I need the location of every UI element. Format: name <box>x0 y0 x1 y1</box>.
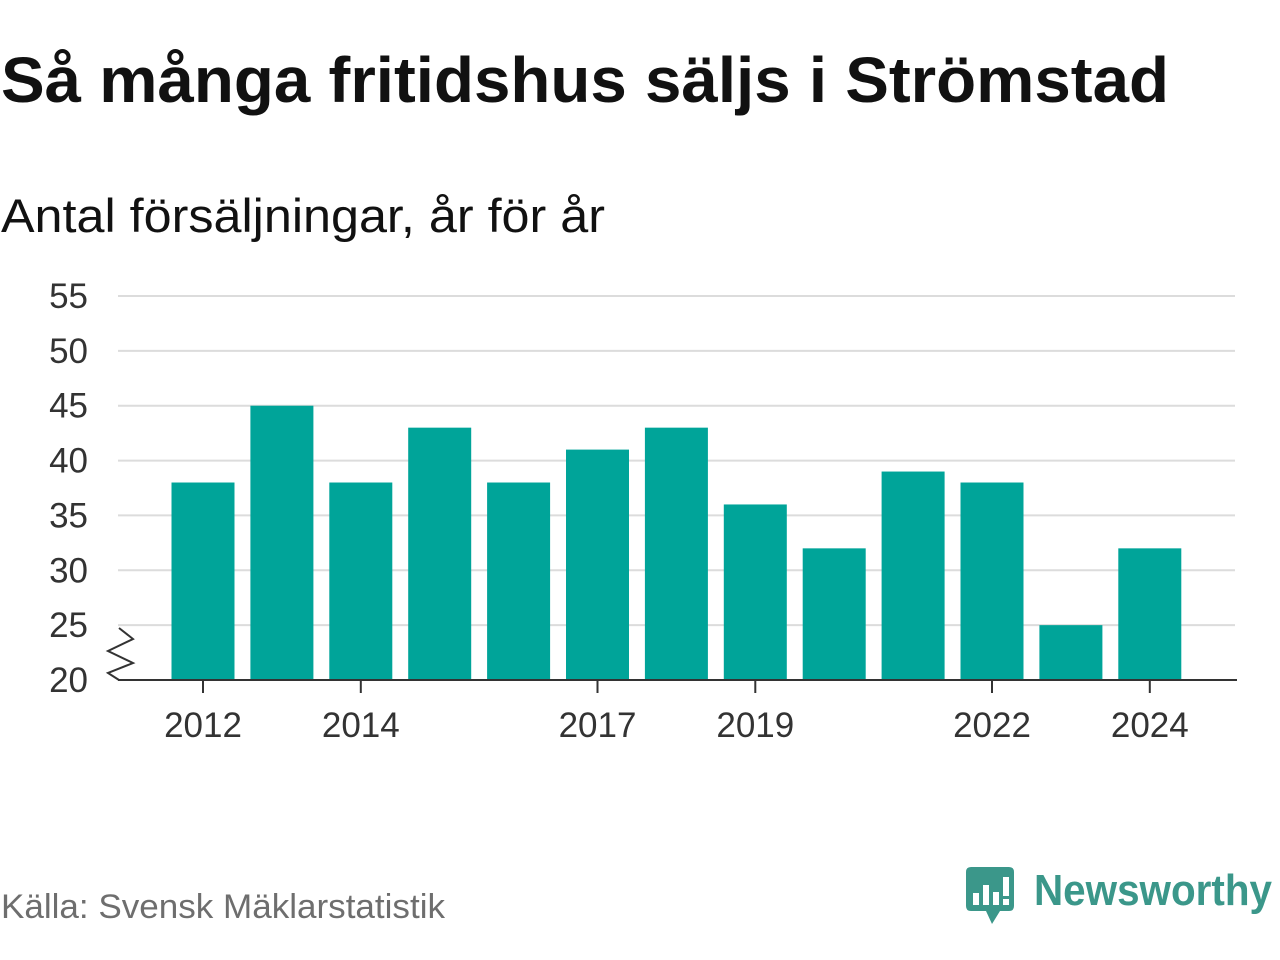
x-tick-label: 2024 <box>1111 706 1189 745</box>
bar-2013 <box>250 405 314 680</box>
bar-2022 <box>960 482 1024 680</box>
x-axis <box>105 627 1237 681</box>
y-tick-label: 40 <box>49 442 88 481</box>
bar-2016 <box>487 482 551 680</box>
x-ticks: 2012 2014 2017 2019 2022 2024 <box>164 680 1189 745</box>
y-tick-label: 35 <box>49 496 88 535</box>
logo-wordmark: Newsworthy <box>1034 866 1272 915</box>
bar-2023 <box>1039 625 1103 680</box>
bars <box>171 405 1182 680</box>
newsworthy-logo-icon <box>966 867 1014 924</box>
axis-break-icon <box>105 627 136 681</box>
source-note: Källa: Svensk Mäklarstatistik <box>1 888 446 926</box>
y-tick-label: 45 <box>49 387 88 426</box>
bar-2018 <box>644 427 708 680</box>
newsworthy-logo: Newsworthy <box>966 866 1272 924</box>
y-tick-label: 20 <box>49 661 88 700</box>
x-tick-label: 2012 <box>164 706 242 745</box>
bar-2017 <box>566 449 629 680</box>
x-tick-label: 2022 <box>953 706 1031 745</box>
bar-2015 <box>408 427 472 680</box>
chart-title: Så många fritidshus säljs i Strömstad <box>1 44 1169 116</box>
bar-2012 <box>171 482 235 680</box>
y-tick-label: 55 <box>49 277 88 316</box>
x-tick-label: 2014 <box>322 706 400 745</box>
y-ticks: 20 25 30 35 40 45 50 55 <box>49 277 88 700</box>
bar-2024 <box>1118 548 1182 680</box>
bar-2019 <box>723 504 787 680</box>
x-tick-label: 2017 <box>559 706 637 745</box>
x-tick-label: 2019 <box>716 706 794 745</box>
bar-2014 <box>329 482 393 680</box>
y-tick-label: 25 <box>49 606 88 645</box>
y-tick-label: 50 <box>49 332 88 371</box>
y-tick-label: 30 <box>49 551 88 590</box>
bar-2020 <box>802 548 866 680</box>
chart-subtitle: Antal försäljningar, år för år <box>1 189 605 242</box>
bar-2021 <box>881 471 945 680</box>
